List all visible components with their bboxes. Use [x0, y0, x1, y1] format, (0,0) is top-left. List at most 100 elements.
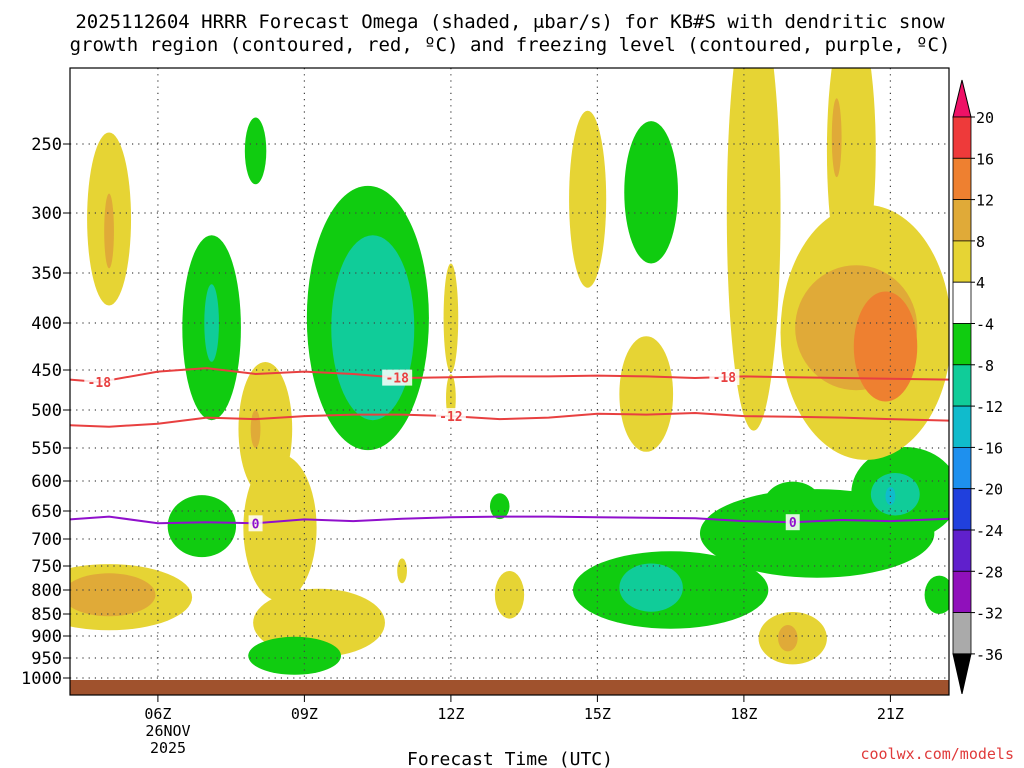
omega-region-dn-o-8	[924, 575, 949, 614]
y-tick-label-500: 500	[31, 401, 62, 421]
omega-region-up-p-1	[726, 68, 781, 431]
omega-region-up-k-1	[397, 558, 407, 584]
colorbar-bin-6	[952, 323, 972, 366]
colorbar-label-2: 12	[976, 192, 994, 210]
x-axis: 06Z 09Z 12Z 15Z 18Z 21Z	[144, 695, 904, 723]
colorbar-label-12: -32	[976, 605, 1003, 623]
x-tick-label-21Z: 21Z	[877, 705, 904, 723]
x-tick-label-12Z: 12Z	[437, 705, 464, 723]
omega-region-dn-j-1	[489, 493, 510, 520]
y-tick-label-600: 600	[31, 472, 62, 492]
colorbar-label-13: -36	[976, 646, 1003, 664]
contour-label-temp-minus-18-0: -18	[88, 376, 112, 391]
omega-region-dn-h-2	[331, 235, 415, 421]
y-tick-label-850: 850	[31, 605, 62, 625]
omega-region-up-n-1	[619, 336, 674, 452]
y-tick-label-400: 400	[31, 314, 62, 334]
y-tick-label-650: 650	[31, 502, 62, 522]
colorbar-bin-11	[952, 529, 972, 572]
omega-region-up-b-2	[70, 573, 156, 617]
contour-label-freezing-level-1: 0	[789, 516, 797, 531]
y-tick-label-550: 550	[31, 439, 62, 459]
omega-region-up-l-1	[569, 110, 607, 288]
colorbar-label-1: 16	[976, 150, 994, 168]
contour-label-bg-temp-minus-18-1	[382, 369, 413, 386]
omega-region-dn-o-6	[870, 472, 920, 516]
x-tick-label-06Z: 06Z	[144, 705, 171, 723]
x-tick-label-15Z: 15Z	[584, 705, 611, 723]
y-tick-label-750: 750	[31, 557, 62, 577]
colorbar-bin-3	[952, 199, 972, 242]
colorbar-bin-1	[952, 116, 972, 159]
x-tick-label-18Z: 18Z	[730, 705, 757, 723]
colorbar-label-7: -12	[976, 398, 1003, 416]
y-tick-label-1000: 1000	[21, 669, 62, 689]
colorbar-bin-13	[952, 612, 972, 655]
contour-temp-minus-12	[70, 411, 949, 428]
omega-shading	[70, 68, 949, 675]
watermark: coolwx.com/models	[860, 745, 1014, 763]
colorbar-bin-10	[952, 488, 972, 531]
y-tick-label-950: 950	[31, 649, 62, 669]
y-tick-label-450: 450	[31, 361, 62, 381]
colorbar-bin-8	[952, 405, 972, 448]
colorbar: 20 16 12 8 4 -4 -8 -12 -16 -20 -24 -28 -32 -36	[952, 79, 1003, 695]
y-tick-label-250: 250	[31, 135, 62, 155]
colorbar-label-11: -28	[976, 563, 1003, 581]
contours: -18 -18 -18 -12 0 0	[70, 367, 949, 532]
contour-label-temp-minus-18-2: -18	[713, 371, 737, 386]
colorbar-label-6: -8	[976, 357, 994, 375]
chart-title-line-2: growth region (contoured, red, ºC) and f…	[70, 34, 951, 56]
colorbar-label-0: 20	[976, 109, 994, 127]
chart-title-line-1: 2025112604 HRRR Forecast Omega (shaded, …	[75, 11, 945, 33]
colorbar-bin-7	[952, 364, 972, 407]
contour-label-bg-temp-minus-12-0	[435, 408, 466, 425]
colorbar-top-arrow	[952, 79, 972, 118]
colorbar-bin-2	[952, 157, 972, 201]
x-tick-label-09Z: 09Z	[291, 705, 318, 723]
contour-label-bg-freezing-level-1	[785, 514, 800, 531]
omega-region-dn-o-4	[763, 481, 823, 529]
x-date-day: 26NOV	[145, 722, 190, 740]
x-axis-label: Forecast Time (UTC)	[407, 749, 613, 768]
colorbar-bin-4	[952, 240, 972, 283]
colorbar-label-5: -4	[976, 316, 994, 334]
y-tick-label-300: 300	[31, 204, 62, 224]
x-date-year: 2025	[150, 739, 186, 757]
ground-surface	[70, 680, 949, 695]
omega-region-dn-d-1	[244, 117, 267, 185]
omega-region-dn-g-1	[248, 636, 342, 675]
colorbar-bin-12	[952, 570, 972, 613]
omega-region-up-p-6	[831, 98, 842, 178]
contour-label-bg-temp-minus-18-0	[84, 374, 115, 390]
colorbar-label-3: 8	[976, 233, 985, 251]
plot-frame	[69, 67, 950, 696]
y-tick-label-700: 700	[31, 530, 62, 550]
y-axis: 2503003504004505005506006507007508008509…	[21, 135, 70, 689]
omega-region-dn-o-5	[619, 563, 683, 612]
grid	[70, 68, 949, 695]
colorbar-label-8: -16	[976, 439, 1003, 457]
omega-region-up-p-5	[853, 291, 918, 402]
omega-region-dn-e-1	[167, 495, 237, 558]
contour-label-bg-freezing-level-0	[248, 515, 263, 532]
omega-region-up-k-2	[494, 571, 525, 619]
omega-region-up-a-2	[104, 193, 114, 269]
colorbar-label-4: 4	[976, 274, 985, 292]
omega-region-dn-c-2	[204, 284, 219, 362]
omega-region-up-q-2	[778, 625, 798, 652]
contour-label-temp-minus-12-0: -12	[439, 410, 462, 425]
y-tick-label-900: 900	[31, 627, 62, 647]
contour-temp-minus-18	[70, 367, 949, 384]
omega-region-up-f-4	[250, 410, 261, 448]
contour-label-bg-temp-minus-18-2	[709, 369, 740, 386]
contour-label-temp-minus-18-1: -18	[385, 372, 409, 387]
omega-region-dn-m-1	[624, 121, 678, 264]
colorbar-bottom-arrow	[952, 653, 972, 695]
omega-region-up-i-1	[443, 263, 459, 373]
omega-region-up-f-2	[243, 454, 317, 602]
colorbar-bin-9	[952, 446, 972, 490]
colorbar-bin-5	[952, 281, 972, 324]
contour-label-freezing-level-0: 0	[252, 517, 260, 532]
